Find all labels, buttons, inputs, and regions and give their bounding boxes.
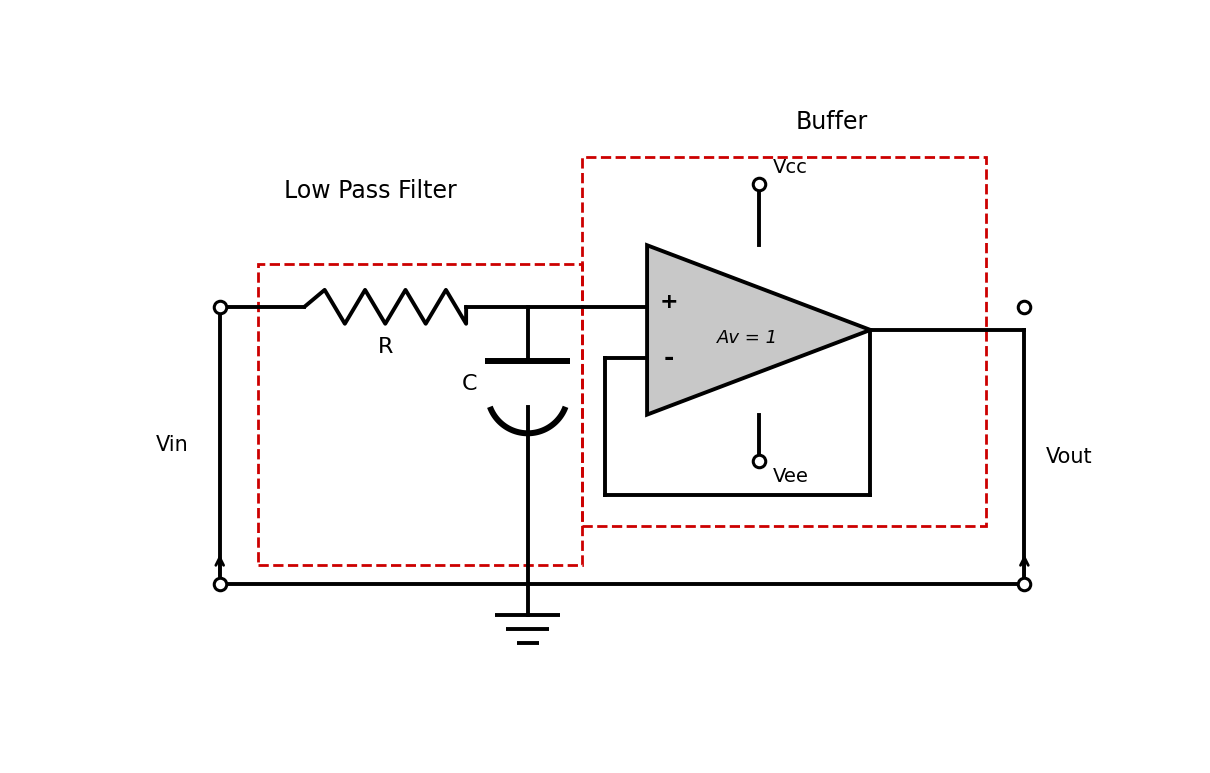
Text: Buffer: Buffer	[796, 110, 868, 134]
Text: Vout: Vout	[1045, 447, 1093, 467]
Text: -: -	[663, 346, 674, 370]
Text: R: R	[378, 337, 393, 357]
Text: +: +	[659, 291, 678, 312]
Text: Vee: Vee	[772, 467, 808, 486]
Text: Vin: Vin	[156, 435, 189, 455]
Text: C: C	[462, 374, 478, 393]
Text: Av = 1: Av = 1	[716, 329, 778, 346]
Text: Low Pass Filter: Low Pass Filter	[283, 179, 456, 203]
Text: Vcc: Vcc	[772, 158, 807, 178]
Polygon shape	[647, 245, 870, 414]
